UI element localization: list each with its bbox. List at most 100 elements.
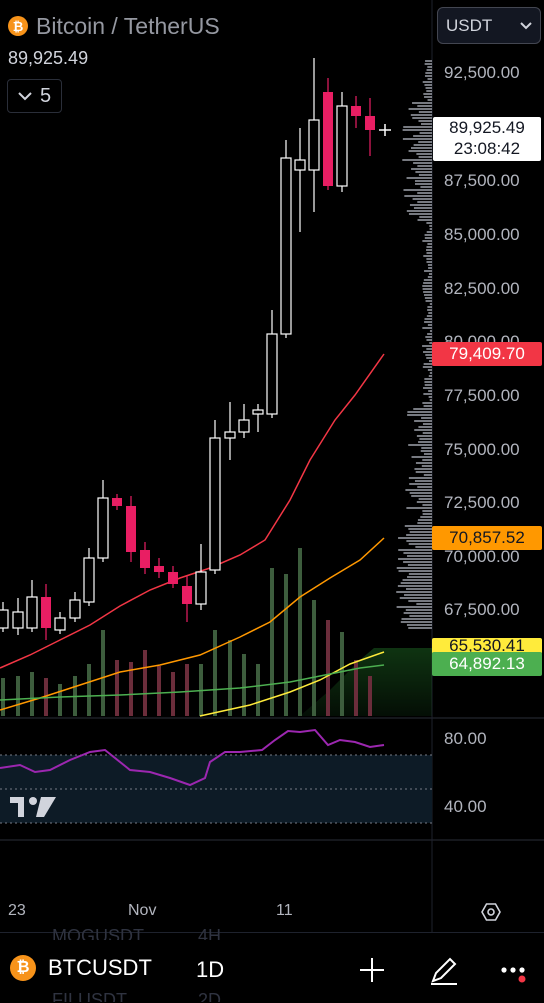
ma-orange-line <box>0 537 385 711</box>
price-tick: 77,500.00 <box>444 386 520 405</box>
rsi-tick: 80.00 <box>444 729 487 748</box>
volume-profile-row <box>424 297 432 299</box>
volume-profile-row <box>413 162 432 164</box>
volume-bar <box>228 640 232 716</box>
bar-countdown: 23:08:42 <box>453 139 521 158</box>
volume-profile-row <box>426 90 432 92</box>
volume-profile-row <box>423 93 432 95</box>
price-chart[interactable] <box>0 0 544 932</box>
volume-profile-row <box>407 564 432 566</box>
volume-profile-row <box>429 330 432 332</box>
volume-profile-row <box>399 597 432 599</box>
current-price-label: 89,925.49 23:08:42 <box>433 117 541 161</box>
plus-icon[interactable] <box>358 956 386 984</box>
volume-profile-row <box>406 507 432 509</box>
settings-gear-icon[interactable] <box>481 903 501 921</box>
volume-bar <box>340 632 344 716</box>
candle-body <box>112 498 122 506</box>
rsi-line <box>0 728 385 787</box>
candle-body <box>323 92 333 186</box>
candle-body <box>83 557 95 603</box>
volume-profile-row <box>406 624 432 626</box>
candle-body <box>54 617 66 631</box>
volume-profile-row <box>411 456 432 458</box>
bitcoin-icon: ₿ <box>10 955 36 981</box>
volume-profile-row <box>398 549 432 551</box>
volume-profile-row <box>403 561 432 563</box>
volume-profile-row <box>403 612 432 614</box>
candle-body <box>308 119 320 171</box>
crosshair-icon <box>379 124 391 136</box>
volume-profile-row <box>424 63 432 65</box>
volume-profile-row <box>425 300 432 302</box>
candle-body <box>280 157 292 335</box>
symbol-name: Bitcoin / TetherUS <box>36 12 220 39</box>
volume-profile-row <box>422 288 432 290</box>
volume-profile-row <box>417 201 432 203</box>
pencil-icon[interactable] <box>428 954 460 986</box>
volume-profile-row <box>402 129 432 131</box>
price-tick: 72,500.00 <box>444 493 520 512</box>
volume-profile-row <box>417 519 432 521</box>
currency-select[interactable]: USDT <box>437 7 541 44</box>
volume-bar <box>298 548 302 716</box>
candle-body <box>154 566 164 572</box>
more-dots-icon[interactable] <box>500 962 532 984</box>
volume-profile-row <box>405 489 432 491</box>
volume-profile-row <box>415 471 432 473</box>
volume-profile-row <box>401 618 432 620</box>
volume-profile-row <box>420 186 432 188</box>
volume-profile-row <box>406 534 432 536</box>
volume-profile-row <box>425 354 432 356</box>
volume-profile-row <box>426 258 432 260</box>
volume-profile-row <box>425 336 432 338</box>
volume-profile-row <box>406 540 432 542</box>
volume-profile-row <box>403 552 432 554</box>
volume-profile-row <box>422 513 432 515</box>
volume-profile-row <box>425 72 432 74</box>
volume-bar <box>354 660 358 716</box>
volume-profile-row <box>409 615 432 617</box>
volume-profile-row <box>412 117 432 119</box>
candle-body <box>336 105 348 187</box>
volume-bar <box>171 672 175 716</box>
symbol-selector[interactable]: ₿ BTCUSDT <box>10 955 152 981</box>
time-tick: 23 <box>8 902 26 919</box>
volume-profile-row <box>418 441 432 443</box>
volume-profile-row <box>398 558 432 560</box>
volume-profile-row <box>397 585 432 587</box>
volume-profile-row <box>403 126 432 128</box>
volume-profile-row <box>406 177 432 179</box>
volume-bar <box>270 568 274 716</box>
interval-selector[interactable]: 1D <box>196 957 225 982</box>
volume-profile-row <box>413 135 432 137</box>
volume-profile-row <box>422 423 432 425</box>
volume-profile-row <box>426 246 432 248</box>
volume-profile-row <box>415 171 432 173</box>
volume-profile-row <box>408 627 432 629</box>
volume-profile-row <box>427 306 432 308</box>
indicators-collapse-button[interactable]: 5 <box>7 79 62 113</box>
volume-profile-row <box>429 399 432 401</box>
volume-profile-row <box>404 525 432 527</box>
volume-profile-row <box>424 234 432 236</box>
chart-title[interactable]: ₿ Bitcoin / TetherUS <box>8 10 220 42</box>
volume-profile-row <box>427 309 432 311</box>
volume-profile-row <box>409 531 432 533</box>
volume-profile-row <box>417 522 432 524</box>
volume-profile-row <box>424 321 432 323</box>
volume-profile-row <box>408 477 432 479</box>
time-tick: 11 <box>276 902 293 919</box>
currency-value: USDT <box>446 15 493 35</box>
volume-bar <box>185 664 189 716</box>
volume-profile-row <box>427 369 432 371</box>
candle-body <box>209 437 221 571</box>
volume-profile-row <box>412 198 432 200</box>
volume-profile-row <box>424 318 432 320</box>
volume-profile-row <box>419 216 432 218</box>
volume-profile-row <box>428 312 432 314</box>
volume-profile-row <box>414 180 432 182</box>
bottom-toolbar <box>0 932 544 1003</box>
volume-profile-row <box>421 447 432 449</box>
candle-body <box>351 106 361 116</box>
